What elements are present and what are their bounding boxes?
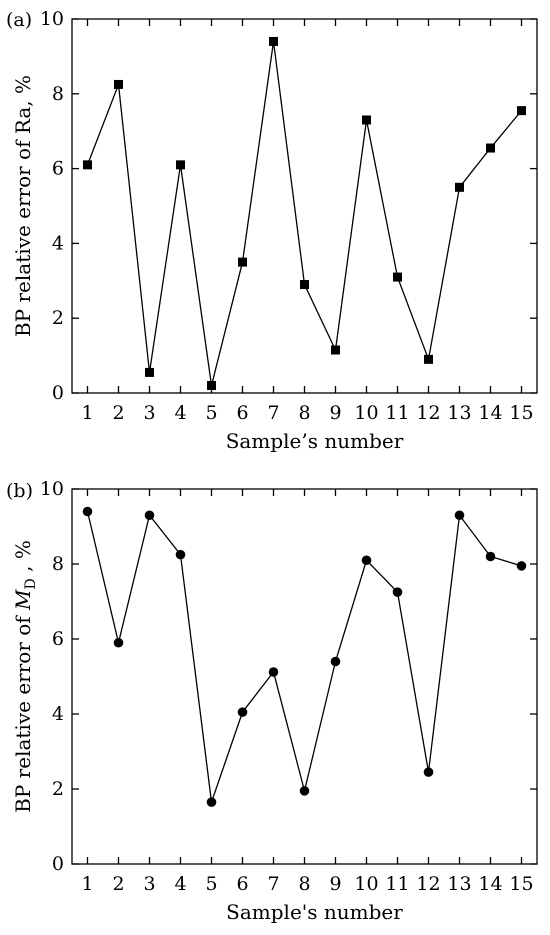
- data-point: [300, 280, 309, 290]
- data-point: [362, 115, 371, 125]
- x-tick-label: 8: [298, 402, 310, 424]
- y-tick-label: 10: [40, 478, 64, 500]
- x-tick-label: 9: [329, 402, 341, 424]
- x-tick-label: 5: [205, 402, 217, 424]
- data-point: [331, 345, 340, 355]
- x-tick-label: 13: [447, 873, 471, 895]
- x-tick-label: 14: [478, 402, 502, 424]
- y-tick-label: 0: [52, 853, 64, 875]
- x-tick-label: 15: [509, 402, 533, 424]
- x-tick-label: 1: [81, 873, 93, 895]
- x-tick-label: 3: [143, 402, 155, 424]
- x-tick-label: 4: [174, 873, 186, 895]
- x-axis-title: Sample's number: [226, 900, 403, 924]
- data-point: [237, 707, 248, 717]
- data-point: [175, 549, 186, 560]
- x-tick-label: 2: [112, 873, 124, 895]
- data-point: [176, 160, 185, 170]
- data-point: [145, 367, 154, 377]
- data-point: [83, 160, 92, 170]
- data-point: [330, 656, 341, 667]
- data-point: [393, 272, 402, 282]
- y-tick-label: 4: [52, 232, 64, 254]
- data-point: [423, 767, 434, 777]
- data-point: [114, 79, 123, 89]
- panel-label: (b): [6, 480, 33, 502]
- data-point: [486, 143, 495, 153]
- x-tick-label: 7: [267, 402, 279, 424]
- x-tick-label: 12: [416, 402, 440, 424]
- data-point: [392, 587, 403, 597]
- y-axis-title: BP relative error of Ra, %: [11, 75, 35, 337]
- x-tick-label: 12: [416, 873, 440, 895]
- y-tick-label: 4: [52, 703, 64, 725]
- x-tick-label: 14: [478, 873, 502, 895]
- data-point: [268, 667, 279, 677]
- data-point: [269, 36, 278, 46]
- x-tick-label: 7: [267, 873, 279, 895]
- data-point: [299, 786, 310, 796]
- data-point: [113, 637, 124, 648]
- x-tick-label: 8: [298, 873, 310, 895]
- x-tick-label: 13: [447, 402, 471, 424]
- y-tick-label: 6: [52, 158, 64, 180]
- data-point: [144, 510, 155, 521]
- data-point: [424, 354, 433, 364]
- x-tick-label: 9: [329, 873, 341, 895]
- x-tick-label: 10: [354, 873, 378, 895]
- data-point: [517, 106, 526, 116]
- x-tick-label: 3: [143, 873, 155, 895]
- x-tick-label: 5: [205, 873, 217, 895]
- data-point: [516, 561, 527, 571]
- data-point: [238, 257, 247, 267]
- x-tick-label: 6: [236, 873, 248, 895]
- y-tick-label: 2: [52, 778, 64, 800]
- x-tick-label: 6: [236, 402, 248, 424]
- x-tick-label: 10: [354, 402, 378, 424]
- x-tick-label: 4: [174, 402, 186, 424]
- series-line: [86, 511, 522, 803]
- data-point: [485, 551, 496, 562]
- y-tick-label: 10: [40, 8, 64, 30]
- y-tick-label: 8: [52, 83, 64, 105]
- y-axis-title: BP relative error of MD , %: [11, 540, 39, 813]
- data-point: [206, 797, 217, 807]
- y-tick-label: 0: [52, 382, 64, 404]
- x-tick-label: 11: [385, 402, 409, 424]
- series-line: [86, 41, 523, 386]
- x-tick-label: 15: [509, 873, 533, 895]
- plot-frame: [71, 18, 538, 394]
- data-point: [361, 555, 372, 566]
- data-point: [82, 506, 93, 517]
- x-tick-label: 1: [81, 402, 93, 424]
- y-tick-label: 2: [52, 307, 64, 329]
- x-axis-title: Sample’s number: [226, 429, 404, 453]
- x-tick-label: 2: [112, 402, 124, 424]
- data-point: [455, 182, 464, 192]
- data-point: [454, 510, 465, 521]
- data-point: [207, 381, 216, 391]
- panel-label: (a): [6, 9, 32, 31]
- y-tick-label: 6: [52, 628, 64, 650]
- x-tick-label: 11: [385, 873, 409, 895]
- y-tick-label: 8: [52, 553, 64, 575]
